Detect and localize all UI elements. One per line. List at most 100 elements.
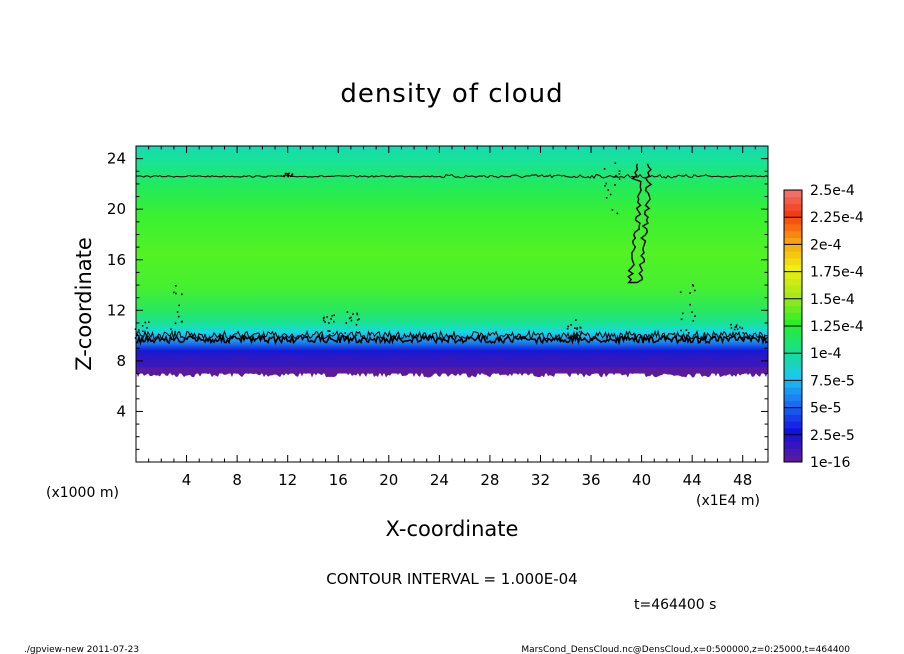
x-unit-right: (x1E4 m): [696, 493, 760, 509]
colorbar-swatch: [784, 394, 802, 402]
colorbar-swatch: [784, 428, 802, 436]
contour-speck: [142, 339, 144, 342]
contour-speck: [603, 168, 606, 170]
x-tick-label: 36: [581, 471, 600, 489]
contour-speck: [331, 315, 333, 317]
contour-speck: [691, 284, 694, 286]
x-tick-label: 48: [733, 471, 752, 489]
colorbar-swatch: [784, 251, 802, 259]
contour-speck: [618, 178, 621, 180]
contour-speck: [144, 321, 147, 324]
x-tick-label: 12: [278, 471, 297, 489]
contour-speck: [611, 209, 614, 211]
y-axis-label: Z-coordinate: [72, 237, 96, 371]
contour-speck: [330, 318, 332, 320]
contour-speck: [741, 337, 744, 339]
x-axis-label: X-coordinate: [386, 517, 519, 541]
colorbar-label: 1e-16: [810, 455, 850, 471]
contour-speck: [332, 332, 335, 335]
colorbar-swatch: [784, 434, 802, 442]
colorbar-label: 2e-4: [810, 237, 842, 253]
y-tick-label: 4: [116, 402, 126, 420]
cloud-base-edge: [136, 367, 768, 378]
contour-speck: [356, 319, 359, 321]
time-label: t=464400 s: [634, 597, 716, 613]
contour-speck: [682, 312, 684, 315]
x-tick-label: 16: [329, 471, 348, 489]
colorbar-label: 2.5e-4: [810, 183, 855, 199]
colorbar-swatch: [784, 210, 802, 218]
colorbar-swatch: [784, 258, 802, 266]
contour-speck: [733, 335, 736, 337]
colorbar-swatch: [784, 414, 802, 422]
contour-speck: [734, 326, 737, 328]
contour-speck: [355, 323, 358, 326]
contour-speck: [328, 330, 331, 332]
contour-speck: [566, 328, 569, 330]
cloud-plume-contour: [627, 163, 653, 284]
colorbar-swatch: [784, 407, 802, 415]
colorbar-swatch: [784, 271, 802, 279]
contour-speck: [733, 328, 736, 331]
contour-speck: [616, 212, 619, 215]
contour-speck: [572, 336, 575, 339]
colorbar-swatch: [784, 441, 802, 449]
footer-left: ./gpview-new 2011-07-23: [24, 645, 139, 654]
y-axis: 4 8 12 16 20 24: [107, 150, 768, 450]
x-tick-label: 32: [531, 471, 550, 489]
contour-speck: [148, 321, 150, 323]
contour-speck: [289, 175, 292, 177]
contour-speck: [287, 173, 289, 176]
contour-speck: [326, 335, 329, 337]
contour-speck: [139, 340, 141, 343]
contour-speck: [344, 332, 347, 334]
contour-speck: [178, 331, 180, 333]
contour-speck: [692, 320, 695, 322]
colorbar-swatch: [784, 292, 802, 300]
contour-speck: [146, 327, 148, 329]
contour-speck: [173, 291, 175, 294]
contour-speck: [291, 173, 294, 175]
colorbar-swatch: [784, 285, 802, 293]
contour-speck: [177, 315, 180, 318]
colorbar-swatch: [784, 339, 802, 347]
contour-speck: [567, 337, 569, 339]
contour-speck: [730, 327, 733, 329]
contour-speck: [614, 184, 616, 186]
contour-speck: [689, 303, 691, 306]
contour-speck: [574, 327, 576, 329]
contour-speck: [735, 324, 738, 326]
contour-speck: [604, 185, 606, 187]
colorbar: 1e-16 2.5e-5 5e-5 7.5e-5 1e-4 1.25e-4 1.5e-4 1.…: [783, 183, 864, 471]
x-tick-label: 8: [232, 471, 242, 489]
contour-speck: [173, 339, 175, 342]
x-unit-left: (x1000 m): [46, 485, 119, 501]
contour-speck: [287, 175, 290, 178]
contour-speck: [288, 172, 290, 175]
contour-speck: [580, 332, 582, 335]
colorbar-swatch: [784, 264, 802, 272]
colorbar-label: 2.25e-4: [810, 210, 864, 226]
colorbar-swatch: [784, 190, 802, 198]
contour-speck: [694, 315, 696, 317]
contour-speck: [138, 329, 140, 331]
contour-speck: [284, 173, 287, 175]
contour-speck: [691, 311, 693, 313]
contour-speck: [576, 328, 578, 330]
contour-speck: [280, 175, 282, 177]
contour-speck: [741, 327, 744, 330]
colorbar-swatch: [784, 400, 802, 408]
contour-speck: [570, 324, 572, 326]
colorbar-label: 5e-5: [810, 401, 841, 417]
contour-speck: [738, 332, 740, 335]
contour-speck: [350, 316, 352, 319]
contour-speck: [178, 304, 180, 307]
contour-speck: [607, 189, 610, 191]
contour-speck: [575, 319, 577, 321]
contour-speck: [135, 334, 138, 336]
colorbar-swatch: [784, 278, 802, 286]
colorbar-swatch: [784, 203, 802, 211]
colorbar-swatch: [784, 353, 802, 361]
lower-contour-line: [135, 332, 768, 346]
lower-wave-band: [136, 355, 768, 368]
